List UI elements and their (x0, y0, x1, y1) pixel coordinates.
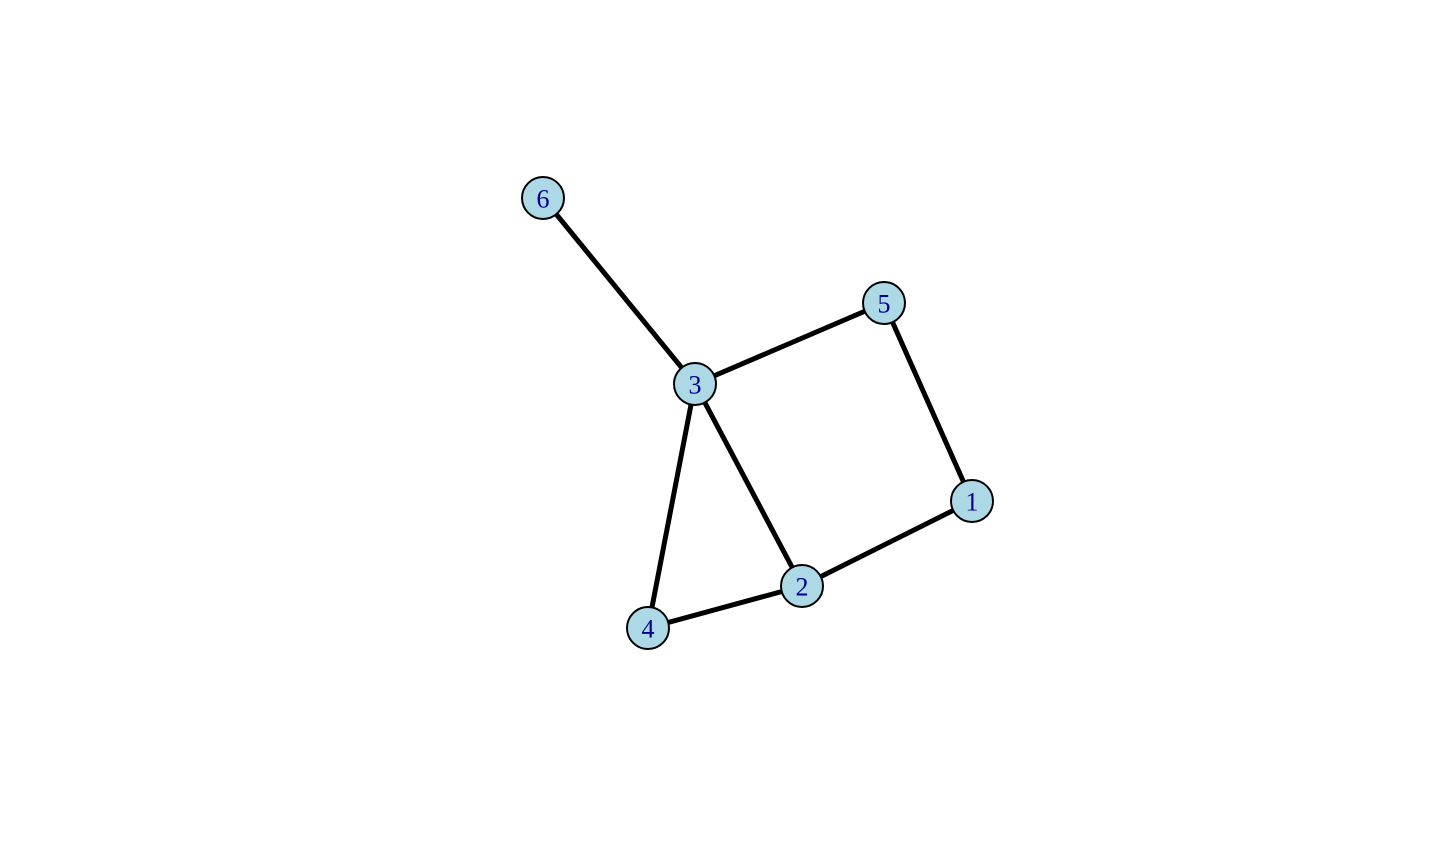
nodes-layer: 1 2 3 4 5 6 (521, 176, 994, 650)
node-4: 4 (626, 606, 670, 650)
node-6: 6 (521, 176, 565, 220)
node-1: 1 (950, 479, 994, 523)
node-3: 3 (673, 362, 717, 406)
edge-3-2 (692, 381, 805, 589)
node-label: 6 (537, 185, 550, 214)
node-label: 3 (689, 371, 702, 400)
node-circle (626, 606, 670, 650)
node-label: 2 (796, 573, 809, 602)
edge-1-2 (799, 498, 975, 589)
node-circle (521, 176, 565, 220)
edge-3-5 (692, 300, 887, 387)
node-5: 5 (862, 281, 906, 325)
node-2: 2 (780, 564, 824, 608)
node-circle (862, 281, 906, 325)
edge-5-1 (881, 300, 975, 504)
edge-6-3 (540, 195, 698, 387)
edge-4-2 (645, 583, 805, 631)
node-label: 4 (642, 615, 655, 644)
node-circle (950, 479, 994, 523)
edge-3-4 (645, 381, 698, 631)
node-circle (780, 564, 824, 608)
edges-layer (540, 195, 975, 631)
node-label: 5 (878, 290, 891, 319)
node-label: 1 (966, 488, 979, 517)
node-circle (673, 362, 717, 406)
